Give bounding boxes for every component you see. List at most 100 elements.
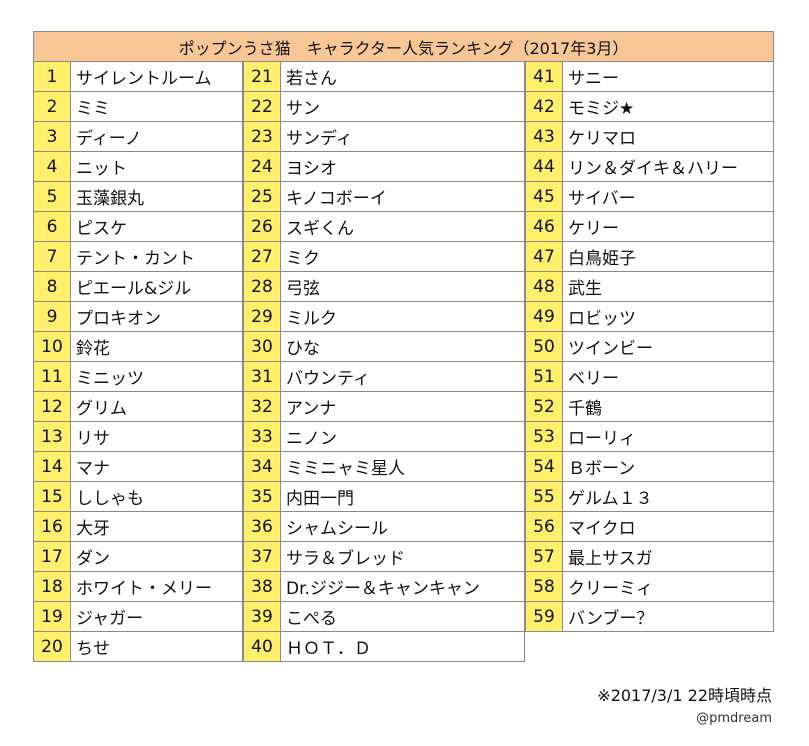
ranking-row: 10 鈴花 bbox=[33, 332, 243, 362]
character-name: シャムシール bbox=[281, 512, 525, 542]
rank-number: 58 bbox=[525, 572, 563, 602]
rank-number: 2 bbox=[33, 92, 71, 122]
rank-number: 8 bbox=[33, 272, 71, 302]
character-name: 武生 bbox=[563, 272, 774, 302]
ranking-row: 39 こぺる bbox=[243, 602, 525, 632]
character-name: ダン bbox=[71, 542, 243, 572]
ranking-row: 52 千鶴 bbox=[525, 392, 774, 422]
rank-number: 30 bbox=[243, 332, 281, 362]
character-name: バンブー？ bbox=[563, 602, 774, 632]
ranking-column-1: 1 サイレントルーム 2 ミミ 3 ディーノ 4 ニット 5 玉藻銀丸 6 ピスケ 7 テント・カント 8 ピ… bbox=[33, 62, 243, 662]
rank-number: 55 bbox=[525, 482, 563, 512]
rank-number: 32 bbox=[243, 392, 281, 422]
character-name: ミミ bbox=[71, 92, 243, 122]
ranking-row: 58 クリーミィ bbox=[525, 572, 774, 602]
character-name: ニット bbox=[71, 152, 243, 182]
ranking-row: 53 ローリィ bbox=[525, 422, 774, 452]
ranking-row: 2 ミミ bbox=[33, 92, 243, 122]
character-name: 大牙 bbox=[71, 512, 243, 542]
ranking-row: 31 バウンティ bbox=[243, 362, 525, 392]
ranking-row: 22 サン bbox=[243, 92, 525, 122]
rank-number: 17 bbox=[33, 542, 71, 572]
ranking-row: 56 マイクロ bbox=[525, 512, 774, 542]
ranking-row: 59 バンブー？ bbox=[525, 602, 774, 632]
character-name: ケリー bbox=[563, 212, 774, 242]
rank-number: 7 bbox=[33, 242, 71, 272]
ranking-row: 51 ベリー bbox=[525, 362, 774, 392]
ranking-row: 55 ゲルム１３ bbox=[525, 482, 774, 512]
rank-number: 5 bbox=[33, 182, 71, 212]
rank-number: 21 bbox=[243, 62, 281, 92]
ranking-row: 13 リサ bbox=[33, 422, 243, 452]
character-name: サン bbox=[281, 92, 525, 122]
rank-number: 48 bbox=[525, 272, 563, 302]
rank-number: 57 bbox=[525, 542, 563, 572]
rank-number: 52 bbox=[525, 392, 563, 422]
ranking-row: 25 キノコボーイ bbox=[243, 182, 525, 212]
rank-number: 38 bbox=[243, 572, 281, 602]
ranking-row: 34 ミミニャミ星人 bbox=[243, 452, 525, 482]
character-name: ロビッツ bbox=[563, 302, 774, 332]
ranking-row: 24 ヨシオ bbox=[243, 152, 525, 182]
rank-number: 54 bbox=[525, 452, 563, 482]
ranking-row: 29 ミルク bbox=[243, 302, 525, 332]
character-name: モミジ★ bbox=[563, 92, 774, 122]
character-name: ちせ bbox=[71, 632, 243, 662]
rank-number: 26 bbox=[243, 212, 281, 242]
rank-number: 56 bbox=[525, 512, 563, 542]
ranking-row: 35 内田一門 bbox=[243, 482, 525, 512]
ranking-row: 37 サラ＆ブレッド bbox=[243, 542, 525, 572]
rank-number: 14 bbox=[33, 452, 71, 482]
ranking-row: 43 ケリマロ bbox=[525, 122, 774, 152]
rank-number: 18 bbox=[33, 572, 71, 602]
rank-number: 22 bbox=[243, 92, 281, 122]
rank-number: 6 bbox=[33, 212, 71, 242]
character-name: ピエール&ジル bbox=[71, 272, 243, 302]
ranking-row: 17 ダン bbox=[33, 542, 243, 572]
character-name: ホワイト・メリー bbox=[71, 572, 243, 602]
rank-number: 37 bbox=[243, 542, 281, 572]
character-name: クリーミィ bbox=[563, 572, 774, 602]
ranking-row: 32 アンナ bbox=[243, 392, 525, 422]
character-name: サイレントルーム bbox=[71, 62, 243, 92]
character-name: 千鶴 bbox=[563, 392, 774, 422]
rank-number: 40 bbox=[243, 632, 281, 662]
character-name: アンナ bbox=[281, 392, 525, 422]
rank-number: 28 bbox=[243, 272, 281, 302]
character-name: リサ bbox=[71, 422, 243, 452]
ranking-row: 49 ロビッツ bbox=[525, 302, 774, 332]
rank-number: 19 bbox=[33, 602, 71, 632]
character-name: スギくん bbox=[281, 212, 525, 242]
character-name: ミニッツ bbox=[71, 362, 243, 392]
ranking-row: 50 ツインビー bbox=[525, 332, 774, 362]
character-name: ひな bbox=[281, 332, 525, 362]
character-name: グリム bbox=[71, 392, 243, 422]
character-name: サンディ bbox=[281, 122, 525, 152]
ranking-column-2: 21 若さん 22 サン 23 サンディ 24 ヨシオ 25 キノコボーイ 26 スギくん 27 ミク 28… bbox=[243, 62, 525, 662]
rank-number: 4 bbox=[33, 152, 71, 182]
ranking-row: 3 ディーノ bbox=[33, 122, 243, 152]
character-name: ニノン bbox=[281, 422, 525, 452]
rank-number: 45 bbox=[525, 182, 563, 212]
ranking-row: 14 マナ bbox=[33, 452, 243, 482]
rank-number: 12 bbox=[33, 392, 71, 422]
rank-number: 41 bbox=[525, 62, 563, 92]
character-name: テント・カント bbox=[71, 242, 243, 272]
ranking-row: 54 Ｂボーン bbox=[525, 452, 774, 482]
ranking-title: ポップンうさ猫 キャラクター人気ランキング（2017年3月） bbox=[33, 31, 774, 62]
rank-number: 16 bbox=[33, 512, 71, 542]
ranking-row: 38 Dr.ジジー＆キャンキャン bbox=[243, 572, 525, 602]
character-name: ローリィ bbox=[563, 422, 774, 452]
rank-number: 33 bbox=[243, 422, 281, 452]
rank-number: 13 bbox=[33, 422, 71, 452]
ranking-row: 18 ホワイト・メリー bbox=[33, 572, 243, 602]
ranking-row: 6 ピスケ bbox=[33, 212, 243, 242]
ranking-row: 11 ミニッツ bbox=[33, 362, 243, 392]
character-name: バウンティ bbox=[281, 362, 525, 392]
rank-number: 31 bbox=[243, 362, 281, 392]
character-name: 最上サスガ bbox=[563, 542, 774, 572]
character-name: ゲルム１３ bbox=[563, 482, 774, 512]
character-name: Dr.ジジー＆キャンキャン bbox=[281, 572, 525, 602]
ranking-row: 27 ミク bbox=[243, 242, 525, 272]
rank-number: 11 bbox=[33, 362, 71, 392]
